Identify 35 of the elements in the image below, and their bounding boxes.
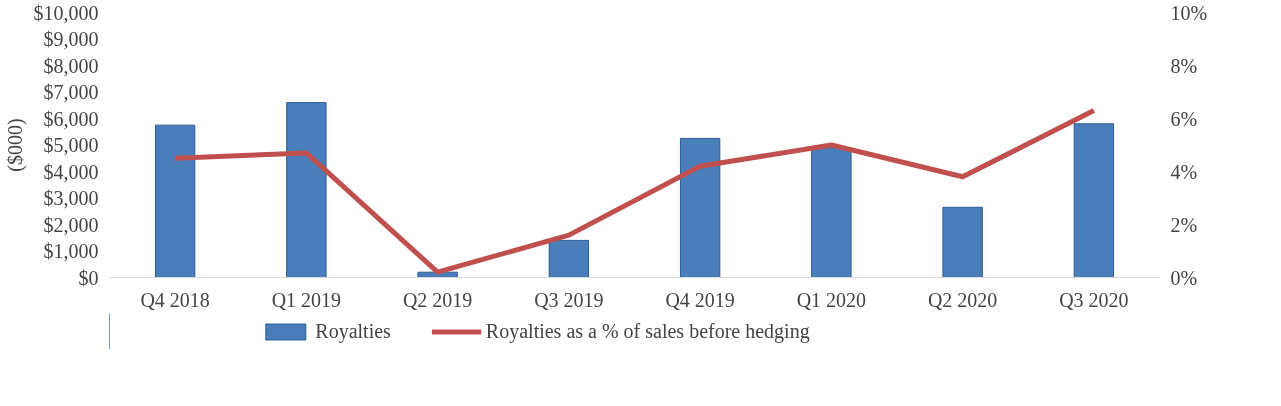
bar: [286, 102, 327, 278]
y-tick-label: $6,000: [43, 107, 99, 130]
bar: [154, 124, 196, 278]
x-tick-label: Q2 2019: [402, 288, 473, 311]
y-tick-label: $8,000: [43, 54, 99, 77]
bar: [548, 239, 590, 278]
x-tick-label: Q2 2020: [927, 288, 998, 311]
bar: [1073, 123, 1115, 278]
y-tick-label: $7,000: [43, 81, 99, 103]
x-tick-label: Q3 2020: [1059, 288, 1129, 311]
x-tick-label: Q4 2019: [665, 288, 735, 311]
y2-tick-label: 0%: [1170, 266, 1198, 289]
bar: [942, 206, 983, 278]
y2-tick-label: 6%: [1170, 107, 1198, 130]
y-tick-label: $4,000: [43, 160, 99, 183]
legend-label: Royalties: [315, 319, 391, 343]
y-tick-label: $3,000: [43, 187, 99, 209]
x-tick-label: Q1 2019: [271, 288, 342, 311]
y-tick-label: $5,000: [43, 134, 99, 156]
y-axis-title: ($000): [3, 118, 27, 172]
y2-tick-label: 10%: [1170, 1, 1208, 24]
legend-label: Royalties as a % of sales before hedging: [485, 319, 810, 343]
bar: [811, 147, 852, 278]
y-tick-label: $2,000: [43, 213, 99, 236]
bar: [679, 137, 721, 278]
y2-tick-label: 8%: [1170, 54, 1198, 77]
y2-tick-label: 4%: [1170, 160, 1198, 183]
y-tick-label: $1,000: [43, 240, 99, 262]
x-tick-label: Q4 2018: [140, 288, 210, 311]
y-tick-label: $10,000: [33, 1, 99, 24]
x-tick-label: Q3 2019: [534, 288, 604, 311]
y2-tick-label: 2%: [1170, 213, 1198, 236]
y-tick-label: $9,000: [43, 28, 99, 50]
x-tick-label: Q1 2020: [796, 288, 867, 311]
y-tick-label: $0: [78, 266, 99, 289]
